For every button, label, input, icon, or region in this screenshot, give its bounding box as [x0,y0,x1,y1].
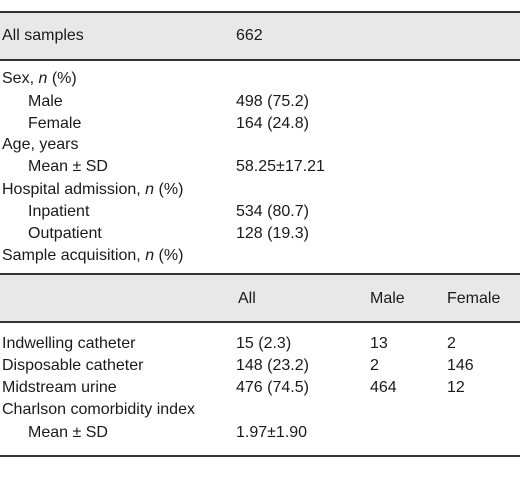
bottom-rule [0,455,520,457]
row-disposable-male: 2 [370,357,379,374]
charlson-mean-value: 1.97±1.90 [236,424,308,441]
hospital-admission-header: Hospital admission, n (%) [2,181,184,198]
female-value: 164 (24.8) [236,115,309,132]
column-header-rule [0,321,520,323]
age-mean-value: 58.25±17.21 [236,158,325,175]
all-samples-value: 662 [236,27,263,44]
male-value: 498 (75.2) [236,93,309,110]
row-midstream-label: Midstream urine [2,379,117,396]
column-header-female: Female [447,290,501,307]
row-indwelling-label: Indwelling catheter [2,335,136,352]
inpatient-value: 534 (80.7) [236,203,309,220]
charlson-mean-label: Mean ± SD [28,424,108,441]
row-midstream-female: 12 [447,379,465,396]
row-midstream-all: 476 (74.5) [236,379,309,396]
top-rule [0,11,520,13]
row-disposable-all: 148 (23.2) [236,357,309,374]
sample-acquisition-header: Sample acquisition, n (%) [2,247,184,264]
outpatient-label: Outpatient [28,225,102,242]
all-samples-label: All samples [2,27,84,44]
row-disposable-label: Disposable catheter [2,357,144,374]
age-header: Age, years [2,136,79,153]
row-indwelling-female: 2 [447,335,456,352]
age-mean-label: Mean ± SD [28,158,108,175]
female-label: Female [28,115,82,132]
summary-band [0,13,520,59]
row-midstream-male: 464 [370,379,397,396]
outpatient-value: 128 (19.3) [236,225,309,242]
row-disposable-female: 146 [447,357,474,374]
section-rule [0,273,520,275]
column-header-band [0,275,520,321]
summary-rule [0,59,520,61]
row-indwelling-all: 15 (2.3) [236,335,292,352]
row-indwelling-male: 13 [370,335,388,352]
sex-header: Sex, n (%) [2,70,77,87]
column-header-all: All [238,290,256,307]
inpatient-label: Inpatient [28,203,90,220]
charlson-header: Charlson comorbidity index [2,401,195,418]
column-header-male: Male [370,290,405,307]
male-label: Male [28,93,63,110]
